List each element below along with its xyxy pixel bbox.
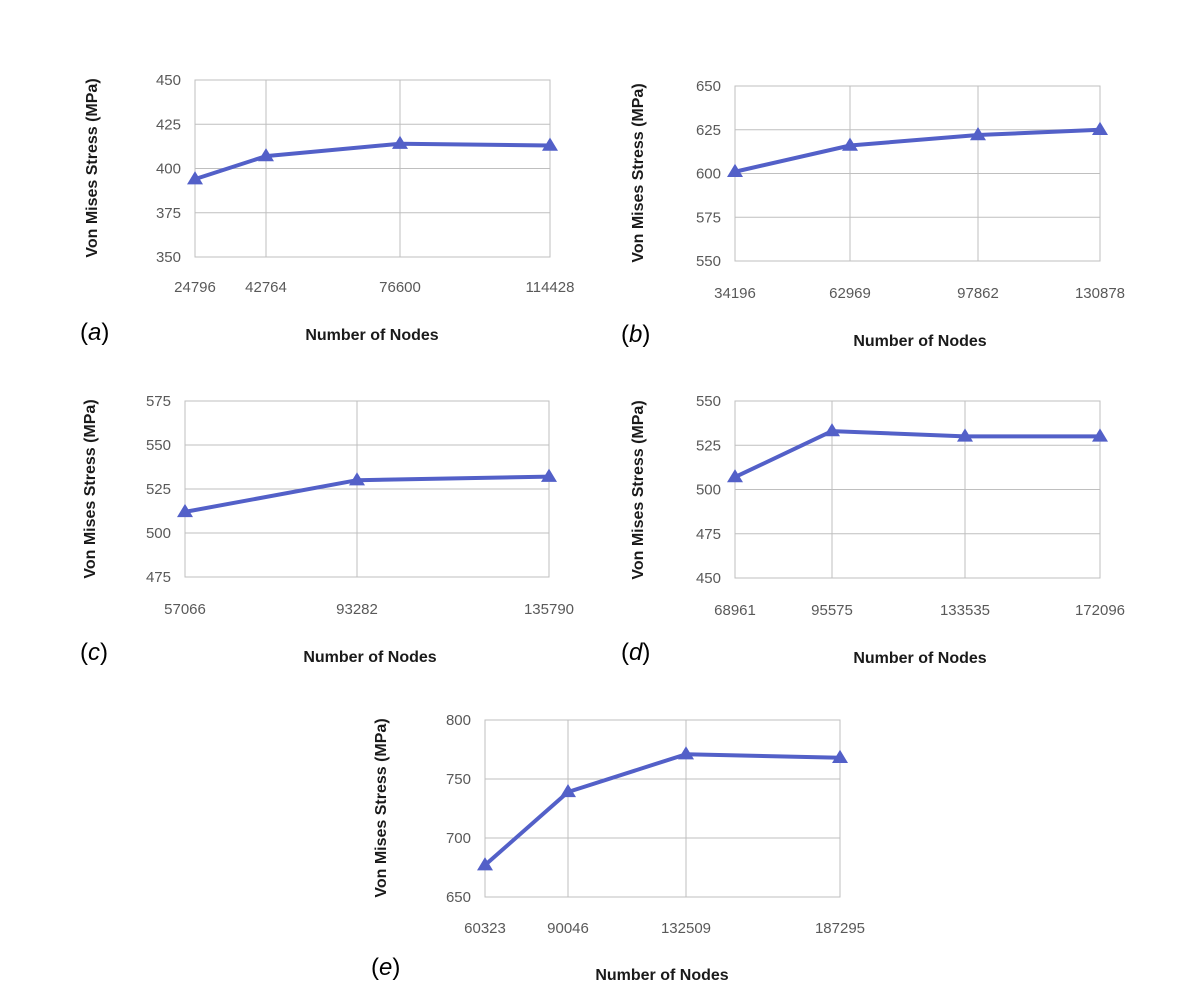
x-tick-label: 114428 bbox=[526, 279, 575, 296]
y-tick-label: 575 bbox=[146, 393, 171, 410]
y-axis-title: Von Mises Stress (MPa) bbox=[82, 399, 99, 578]
y-tick-label: 475 bbox=[696, 526, 721, 543]
x-tick-label: 133535 bbox=[940, 602, 990, 619]
x-tick-label: 135790 bbox=[524, 601, 574, 618]
y-tick-label: 750 bbox=[446, 771, 471, 788]
chart-panel-a: 350 375 400 425 450 24796 42764 76600 114428 Numb… bbox=[80, 72, 574, 346]
y-tick-label: 700 bbox=[446, 830, 471, 847]
x-tick-label: 76600 bbox=[379, 279, 421, 296]
y-axis-title: Von Mises Stress (MPa) bbox=[630, 83, 647, 262]
panel-label: (a) bbox=[80, 319, 109, 346]
y-tick-label: 425 bbox=[156, 116, 181, 133]
panel-label: (d) bbox=[621, 639, 650, 666]
y-tick-label: 550 bbox=[696, 253, 721, 270]
y-tick-label: 650 bbox=[446, 889, 471, 906]
y-tick-label: 525 bbox=[696, 437, 721, 454]
y-tick-label: 350 bbox=[156, 249, 181, 266]
chart-panel-d: 450 475 500 525 550 68961 95575 133535 172096 Num… bbox=[621, 393, 1125, 667]
x-tick-label: 132509 bbox=[661, 920, 711, 937]
y-tick-label: 450 bbox=[696, 570, 721, 587]
x-axis-title: Number of Nodes bbox=[305, 327, 438, 344]
y-tick-label: 475 bbox=[146, 569, 171, 586]
x-tick-label: 187295 bbox=[815, 920, 865, 937]
x-tick-label: 62969 bbox=[829, 285, 871, 302]
y-tick-label: 550 bbox=[146, 437, 171, 454]
x-axis-title: Number of Nodes bbox=[853, 650, 986, 667]
y-tick-label: 800 bbox=[446, 712, 471, 729]
y-tick-label: 375 bbox=[156, 205, 181, 222]
panel-label: (e) bbox=[371, 954, 400, 981]
x-axis-title: Number of Nodes bbox=[853, 333, 986, 350]
x-tick-label: 24796 bbox=[174, 279, 216, 296]
x-axis-title: Number of Nodes bbox=[303, 649, 436, 666]
y-tick-label: 625 bbox=[696, 122, 721, 139]
y-tick-label: 400 bbox=[156, 161, 181, 178]
x-tick-label: 93282 bbox=[336, 601, 378, 618]
y-tick-label: 575 bbox=[696, 209, 721, 226]
x-tick-label: 90046 bbox=[547, 920, 589, 937]
chart-panel-c: 475 500 525 550 575 57066 93282 135790 Number of… bbox=[80, 393, 574, 666]
x-tick-label: 172096 bbox=[1075, 602, 1125, 619]
x-tick-label: 57066 bbox=[164, 601, 206, 618]
plot-area bbox=[485, 720, 840, 897]
y-axis-title: Von Mises Stress (MPa) bbox=[630, 400, 647, 579]
y-tick-label: 650 bbox=[696, 78, 721, 95]
y-tick-label: 500 bbox=[146, 525, 171, 542]
y-tick-label: 525 bbox=[146, 481, 171, 498]
y-tick-label: 450 bbox=[156, 72, 181, 89]
chart-panel-b: 550 575 600 625 650 34196 62969 97862 130878 Numb… bbox=[621, 78, 1125, 350]
x-axis-title: Number of Nodes bbox=[595, 967, 728, 984]
y-tick-label: 500 bbox=[696, 482, 721, 499]
x-tick-label: 130878 bbox=[1075, 285, 1125, 302]
x-tick-label: 97862 bbox=[957, 285, 999, 302]
panel-label: (b) bbox=[621, 321, 650, 348]
y-axis-title: Von Mises Stress (MPa) bbox=[84, 78, 101, 257]
y-tick-label: 550 bbox=[696, 393, 721, 410]
x-tick-label: 68961 bbox=[714, 602, 756, 619]
panel-label: (c) bbox=[80, 639, 108, 666]
x-tick-label: 95575 bbox=[811, 602, 853, 619]
x-tick-label: 42764 bbox=[245, 279, 287, 296]
y-tick-label: 600 bbox=[696, 166, 721, 183]
chart-panel-e: 650 700 750 800 60323 90046 132509 187295 Number… bbox=[371, 712, 865, 984]
x-tick-label: 60323 bbox=[464, 920, 506, 937]
y-axis-title: Von Mises Stress (MPa) bbox=[373, 718, 390, 897]
x-tick-label: 34196 bbox=[714, 285, 756, 302]
